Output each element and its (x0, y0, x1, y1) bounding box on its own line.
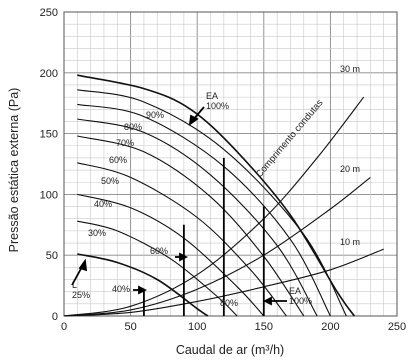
vertical-markers (143, 157, 265, 316)
x-tick-label: 0 (61, 321, 67, 333)
duct-curve-1 (63, 176, 371, 317)
annotation-ea-top-2: 100% (206, 101, 229, 111)
annotation-30m: 30 m (340, 64, 360, 74)
y-tick-label: 0 (52, 311, 58, 323)
fan-curve-8 (77, 74, 356, 317)
x-tick-label: 150 (255, 321, 273, 333)
y-tick-label: 150 (40, 129, 58, 141)
annotation-90: 90% (146, 110, 164, 120)
x-tick-label: 100 (188, 321, 206, 333)
annotation-30: 30% (88, 228, 106, 238)
plot-frame (63, 11, 398, 317)
fan-curve-3 (77, 162, 287, 317)
y-axis-label: Pressão estática externa (Pa) (7, 88, 21, 253)
duct-curve-2 (63, 96, 365, 317)
annotation-40-low: 40% (112, 284, 130, 294)
annotation-l-2: 25% (72, 290, 90, 300)
fan-curve-1 (77, 220, 238, 317)
x-tick-label: 200 (321, 321, 339, 333)
tick-labels: 0 50 100 150 200 250 0 50 100 150 200 250 (40, 7, 407, 333)
fan-curve-7 (77, 89, 347, 317)
y-tick-label: 50 (46, 250, 58, 262)
annotation-80: 80% (124, 122, 142, 132)
arrow-l-bottom-head (78, 258, 88, 272)
annotation-50: 50% (101, 176, 119, 186)
annotation-10m: 10 m (340, 237, 360, 247)
x-axis-label: Caudal de ar (m³/h) (176, 343, 284, 357)
y-tick-label: 250 (40, 7, 58, 19)
annotation-duct-length: Comprimento condutas (254, 97, 326, 179)
x-tick-label: 250 (388, 321, 406, 333)
annotation-ea-top-1: EA (206, 91, 218, 101)
annotation-l-1: L (72, 280, 77, 290)
arrow-40-low-head (138, 285, 148, 295)
arrows (71, 106, 287, 306)
annotation-60-mid: 60% (150, 246, 168, 256)
x-tick-label: 50 (124, 321, 136, 333)
duct-curve-0 (63, 248, 384, 317)
arrow-ea-top-head (188, 114, 199, 126)
fan-curve-0 (77, 253, 209, 317)
fan-curve-5 (77, 118, 318, 317)
fan-curve-4 (77, 135, 305, 317)
annotation-20m: 20 m (340, 164, 360, 174)
arrow-60-mid-head (179, 252, 189, 262)
arrow-ea-bottom-head (262, 296, 272, 306)
annotation-ea-bottom-2: 100% (289, 296, 312, 306)
annotation-40: 40% (94, 199, 112, 209)
y-tick-label: 200 (40, 68, 58, 80)
y-tick-label: 100 (40, 189, 58, 201)
annotation-70: 70% (116, 138, 134, 148)
annotation-60: 60% (109, 155, 127, 165)
annotation-ea-bottom-1: EA (289, 286, 301, 296)
annotation-80-low: 80% (220, 298, 238, 308)
